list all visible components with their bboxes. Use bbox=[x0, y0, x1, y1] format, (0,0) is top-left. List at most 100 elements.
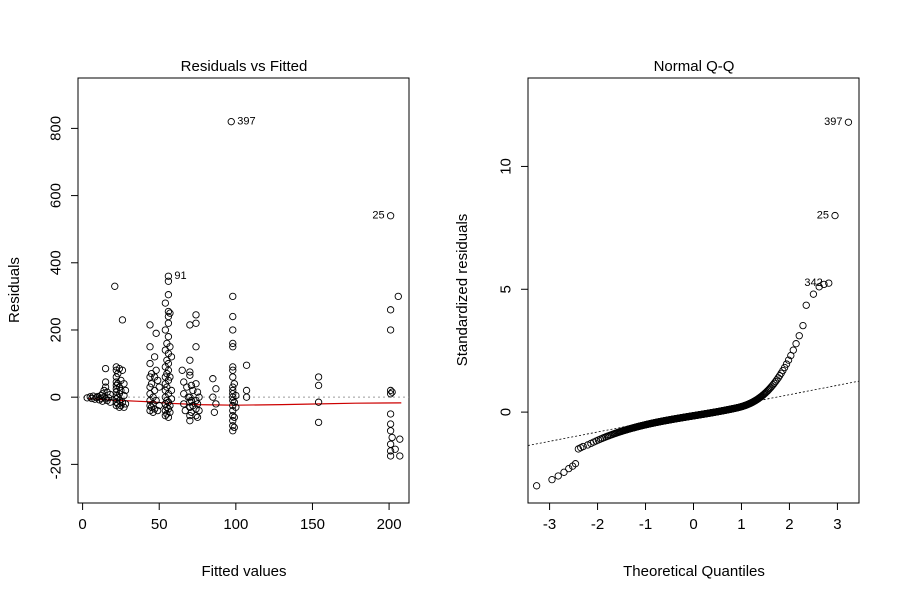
data-point bbox=[386, 447, 395, 455]
data-point bbox=[782, 360, 791, 368]
data-point bbox=[166, 408, 174, 416]
data-point bbox=[565, 464, 573, 473]
data-point bbox=[232, 391, 240, 400]
point-label: 397 bbox=[237, 116, 255, 128]
data-point bbox=[242, 393, 251, 401]
data-point bbox=[802, 301, 810, 309]
data-point bbox=[799, 321, 807, 330]
plot-frame bbox=[527, 77, 860, 504]
data-point bbox=[146, 373, 154, 381]
data-point bbox=[780, 363, 789, 372]
data-point bbox=[164, 413, 173, 421]
points-group bbox=[83, 118, 404, 460]
data-point bbox=[164, 277, 173, 285]
data-point bbox=[101, 378, 110, 386]
data-point bbox=[809, 290, 818, 298]
data-point bbox=[396, 452, 404, 460]
data-point bbox=[820, 280, 828, 289]
data-point bbox=[229, 343, 237, 351]
data-point bbox=[150, 353, 159, 361]
data-point bbox=[186, 321, 194, 329]
data-point bbox=[192, 311, 200, 319]
data-point bbox=[386, 420, 395, 428]
data-point bbox=[560, 468, 568, 476]
data-point bbox=[386, 410, 395, 418]
data-point bbox=[532, 482, 541, 490]
data-point bbox=[120, 391, 128, 400]
y-tick-label: 0 bbox=[48, 393, 65, 401]
data-point bbox=[164, 307, 173, 316]
y-tick-label: 5 bbox=[498, 285, 515, 293]
x-tick-label: 200 bbox=[377, 516, 402, 533]
data-point bbox=[229, 373, 237, 381]
data-point bbox=[164, 333, 173, 341]
data-point bbox=[152, 366, 160, 374]
data-point bbox=[180, 390, 188, 398]
data-point bbox=[571, 460, 580, 468]
data-point bbox=[164, 376, 173, 385]
data-point bbox=[167, 386, 176, 395]
axes-group: 0 50 100 150 200 -200 0 200 400 600 800 bbox=[48, 116, 402, 533]
point-labels-group: 397 25 91 bbox=[174, 116, 384, 283]
data-point bbox=[391, 445, 399, 453]
y-tick-label: 800 bbox=[48, 116, 65, 141]
x-tick-label: 100 bbox=[223, 516, 248, 533]
data-point bbox=[166, 309, 174, 317]
data-point bbox=[121, 386, 130, 395]
data-point bbox=[192, 343, 200, 351]
data-point bbox=[178, 366, 186, 374]
x-tick-label: 0 bbox=[689, 516, 697, 533]
point-label: 25 bbox=[372, 210, 384, 222]
data-point bbox=[183, 383, 191, 391]
data-point bbox=[554, 472, 562, 480]
data-point bbox=[579, 442, 587, 451]
data-point bbox=[154, 376, 162, 385]
data-point bbox=[230, 423, 238, 432]
data-point bbox=[164, 319, 173, 327]
data-point bbox=[187, 381, 196, 390]
data-point bbox=[209, 393, 217, 401]
data-point bbox=[229, 417, 237, 425]
x-tick-label: -3 bbox=[543, 516, 556, 533]
data-point bbox=[193, 413, 202, 421]
data-point bbox=[192, 319, 200, 327]
data-point bbox=[111, 282, 119, 290]
data-point bbox=[795, 332, 803, 340]
data-point bbox=[314, 418, 323, 427]
data-point bbox=[394, 292, 402, 301]
data-point bbox=[210, 408, 219, 416]
data-point bbox=[388, 388, 396, 396]
data-point bbox=[164, 366, 173, 374]
data-point bbox=[229, 422, 237, 430]
data-point bbox=[844, 118, 853, 126]
data-point bbox=[232, 403, 240, 411]
y-tick-label: 400 bbox=[48, 250, 65, 275]
data-point bbox=[104, 394, 113, 402]
data-point bbox=[186, 371, 194, 379]
x-tick-label: -2 bbox=[591, 516, 604, 533]
data-point bbox=[166, 373, 174, 381]
data-point bbox=[789, 346, 797, 354]
chart-title: Residuals vs Fitted bbox=[181, 58, 308, 75]
data-point bbox=[186, 356, 194, 364]
x-tick-label: -1 bbox=[639, 516, 652, 533]
data-point bbox=[209, 375, 217, 383]
points-group bbox=[532, 118, 853, 490]
x-tick-label: 150 bbox=[300, 516, 325, 533]
data-point bbox=[152, 329, 160, 337]
y-axis-label: Standardized residuals bbox=[454, 214, 471, 367]
axes-group: -3 -2 -1 0 1 2 3 0 5 10 bbox=[498, 158, 842, 533]
data-point bbox=[386, 390, 395, 398]
data-point bbox=[186, 417, 194, 425]
data-point bbox=[161, 326, 169, 334]
data-point bbox=[784, 356, 793, 364]
y-tick-label: -200 bbox=[48, 449, 65, 479]
data-point bbox=[212, 400, 220, 408]
x-axis-label: Fitted values bbox=[201, 563, 286, 580]
x-tick-label: 1 bbox=[737, 516, 745, 533]
data-point bbox=[101, 364, 110, 373]
data-point bbox=[189, 386, 197, 395]
data-point bbox=[386, 386, 395, 395]
y-tick-label: 0 bbox=[498, 408, 515, 416]
point-label: 342 bbox=[804, 277, 822, 289]
